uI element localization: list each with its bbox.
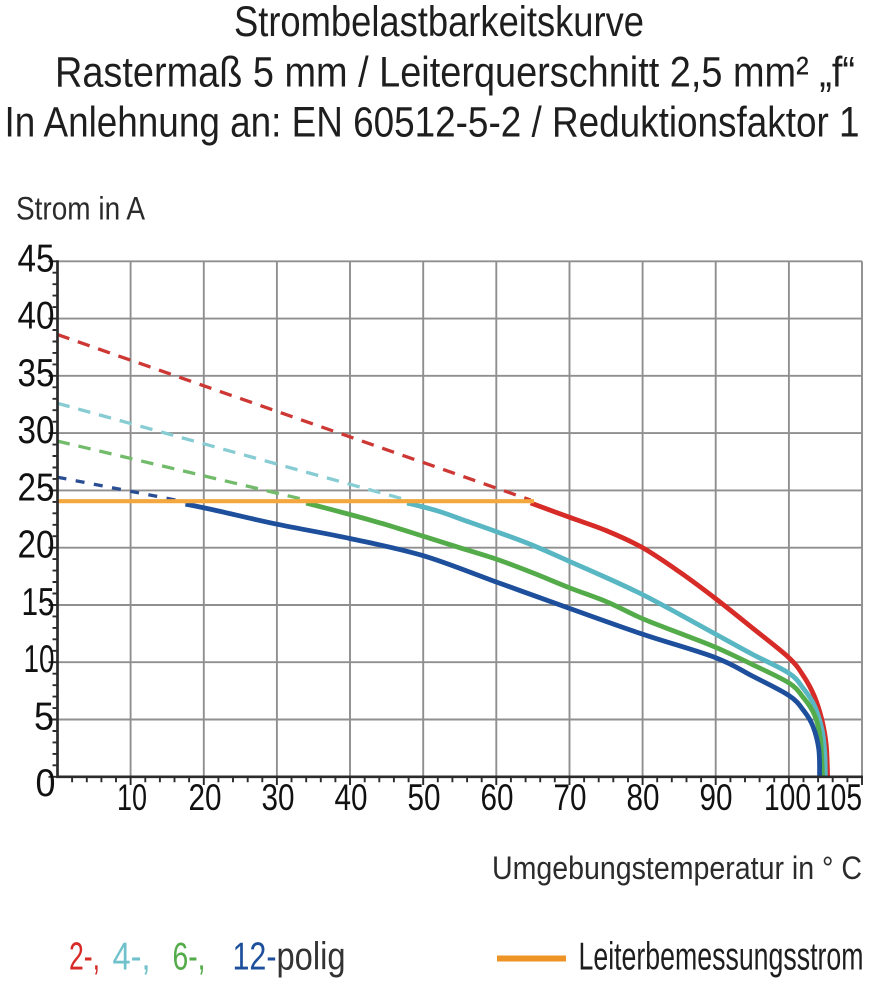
svg-text:30: 30 (18, 409, 55, 452)
svg-text:40: 40 (335, 777, 368, 818)
svg-text:0: 0 (36, 762, 56, 805)
svg-text:polig: polig (277, 936, 346, 979)
svg-text:60: 60 (481, 777, 514, 818)
svg-text:Umgebungstemperatur in ° C: Umgebungstemperatur in ° C (492, 850, 862, 886)
svg-text:80: 80 (627, 777, 660, 818)
svg-text:15: 15 (22, 581, 55, 624)
svg-text:Rastermaß 5 mm / Leiterquersch: Rastermaß 5 mm / Leiterquerschnitt 2,5 m… (55, 49, 855, 97)
svg-text:Leiterbemessungsstrom: Leiterbemessungsstrom (579, 936, 864, 979)
svg-text:10: 10 (24, 638, 55, 681)
svg-text:10: 10 (117, 777, 147, 818)
svg-text:4-,: 4-, (113, 936, 151, 979)
svg-text:Strombelastbarkeitskurve: Strombelastbarkeitskurve (234, 0, 644, 46)
svg-text:45: 45 (18, 237, 55, 280)
svg-text:Strom in A: Strom in A (16, 191, 146, 227)
svg-text:In Anlehnung an: EN 60512-5-2: In Anlehnung an: EN 60512-5-2 / Reduktio… (5, 99, 860, 147)
svg-text:30: 30 (262, 777, 295, 818)
svg-text:105: 105 (815, 777, 862, 818)
svg-text:50: 50 (408, 777, 441, 818)
svg-text:70: 70 (554, 777, 587, 818)
svg-text:6-,: 6-, (173, 936, 206, 979)
svg-text:100: 100 (764, 777, 811, 818)
svg-text:20: 20 (189, 777, 222, 818)
svg-text:20: 20 (18, 524, 55, 567)
svg-text:5: 5 (34, 696, 54, 739)
svg-text:12-: 12- (233, 936, 277, 979)
svg-text:2-,: 2-, (69, 936, 100, 979)
svg-text:35: 35 (18, 352, 55, 395)
svg-text:25: 25 (18, 466, 55, 509)
svg-text:90: 90 (700, 777, 733, 818)
svg-text:40: 40 (18, 295, 55, 338)
